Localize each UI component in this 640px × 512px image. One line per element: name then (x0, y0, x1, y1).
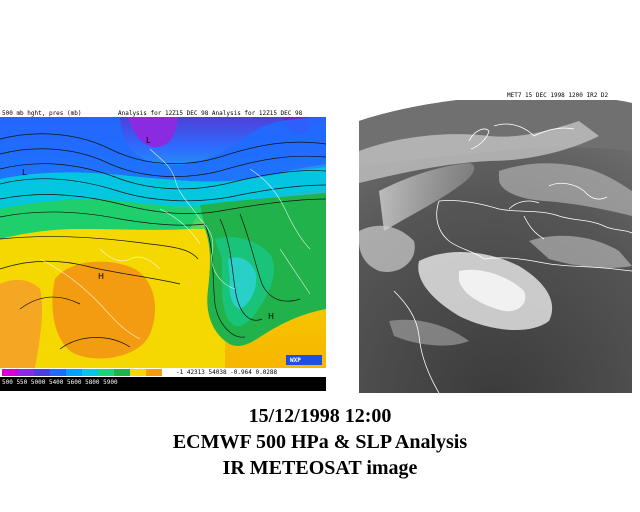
scale-values: 500 550 5000 5400 5600 5800 5900 (2, 379, 118, 386)
ecmwf-500hpa-map: L H L H 500 mb hght, pres (mb) Analysis … (0, 109, 326, 391)
wxp-logo: WXP (290, 357, 301, 364)
ecmwf-map-graphic: L H L H (0, 109, 326, 391)
high-label: H (268, 312, 274, 321)
caption-datetime: 15/12/1998 12:00 (248, 405, 392, 427)
map-header-left: 500 mb hght, pres (mb) (2, 110, 82, 117)
color-scale-bar (2, 369, 162, 376)
caption-image-type: IR METEOSAT image (222, 457, 418, 479)
map-stats: -1 42313 54038 -0.964 0.0288 (176, 369, 278, 376)
meteosat-ir-image: MET7 15 DEC 1998 1200 IR2 D2 (359, 91, 632, 393)
high-label: H (98, 272, 104, 281)
low-label: L (22, 168, 27, 177)
meteosat-image-graphic (359, 91, 632, 393)
low-label: L (146, 136, 151, 145)
caption-analysis: ECMWF 500 HPa & SLP Analysis (172, 431, 468, 453)
map-header-right: Analysis for 12Z15 DEC 98 Analysis for 1… (118, 110, 303, 117)
satellite-header: MET7 15 DEC 1998 1200 IR2 D2 (507, 92, 609, 99)
